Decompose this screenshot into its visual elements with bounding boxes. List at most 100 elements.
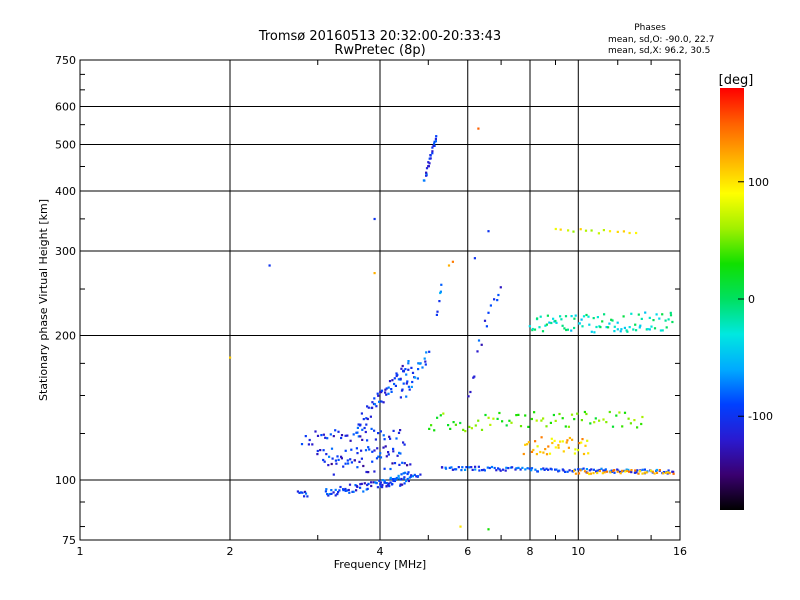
data-point <box>391 462 394 465</box>
data-point <box>485 325 488 328</box>
data-point <box>330 489 333 492</box>
data-point <box>595 325 598 329</box>
data-point <box>635 329 638 332</box>
data-point <box>424 360 427 363</box>
data-point <box>578 322 581 325</box>
data-point <box>433 429 436 432</box>
data-point <box>507 467 510 470</box>
data-point <box>378 479 381 482</box>
data-point <box>632 328 635 331</box>
data-point <box>340 436 343 440</box>
data-point <box>371 460 374 463</box>
data-point <box>436 310 439 313</box>
data-point <box>667 469 670 472</box>
data-point <box>577 449 580 452</box>
data-point <box>385 455 388 458</box>
data-point <box>664 471 668 474</box>
data-point <box>487 416 490 419</box>
data-point <box>543 468 546 471</box>
data-point <box>625 468 628 471</box>
data-point <box>497 293 500 297</box>
data-point <box>646 328 649 331</box>
data-point <box>652 319 655 322</box>
data-point <box>533 328 537 331</box>
data-point <box>324 436 327 439</box>
data-point <box>459 525 462 528</box>
data-point <box>625 329 628 332</box>
data-point <box>434 140 437 143</box>
data-points <box>229 127 675 531</box>
data-point <box>381 486 384 489</box>
colorbar-label: [deg] <box>719 73 754 88</box>
data-point <box>392 479 395 482</box>
data-point <box>435 313 438 316</box>
data-point <box>540 468 543 471</box>
data-point <box>367 471 370 474</box>
data-point <box>406 380 409 383</box>
data-point <box>584 229 588 232</box>
data-point <box>336 493 339 496</box>
data-point <box>544 448 547 451</box>
data-point <box>355 447 358 450</box>
data-point <box>623 411 627 414</box>
data-point <box>585 468 588 471</box>
data-point <box>580 419 583 422</box>
data-point <box>422 179 425 182</box>
data-point <box>616 470 619 473</box>
data-point <box>409 475 412 478</box>
data-point <box>399 452 402 455</box>
data-point <box>519 468 522 471</box>
data-point <box>600 467 603 470</box>
data-point <box>648 316 651 319</box>
data-point <box>550 468 553 471</box>
data-point <box>489 423 492 426</box>
data-point <box>435 135 438 138</box>
data-point <box>356 452 359 455</box>
data-point <box>449 427 452 430</box>
data-point <box>564 470 567 473</box>
axis-ticks: 1 2 4 6 8 10 16 75 100 200 300 400 500 600 750 <box>55 54 687 558</box>
data-point <box>488 466 491 470</box>
data-point <box>565 441 568 444</box>
data-point <box>515 467 518 470</box>
data-point <box>547 468 550 471</box>
data-point <box>473 375 476 378</box>
data-point <box>379 481 382 484</box>
data-point <box>487 528 490 531</box>
data-point <box>383 479 386 482</box>
data-point <box>362 464 365 468</box>
data-point <box>533 411 536 414</box>
data-point <box>347 462 350 465</box>
data-point <box>401 483 404 486</box>
data-point <box>574 448 577 451</box>
data-point <box>583 470 587 473</box>
y-tick-label: 400 <box>55 185 76 198</box>
data-point <box>580 318 583 321</box>
data-point <box>555 468 558 471</box>
data-point <box>630 312 633 315</box>
data-point <box>376 486 379 489</box>
data-point <box>668 472 671 475</box>
data-point <box>577 468 580 471</box>
data-point <box>359 486 362 489</box>
data-point <box>322 458 325 462</box>
data-point <box>619 330 622 333</box>
data-point <box>454 423 457 426</box>
data-point <box>605 470 608 473</box>
data-point <box>587 452 590 455</box>
data-point <box>411 371 415 374</box>
data-point <box>566 439 569 442</box>
data-point <box>447 264 451 267</box>
data-point <box>365 417 368 420</box>
data-point <box>635 231 638 235</box>
data-point <box>473 257 476 260</box>
data-point <box>561 324 564 327</box>
data-point <box>539 450 542 454</box>
data-point <box>641 468 644 471</box>
data-point <box>328 455 331 458</box>
data-point <box>410 366 413 369</box>
data-point <box>388 435 391 438</box>
data-point <box>627 468 630 471</box>
data-point <box>636 469 639 472</box>
